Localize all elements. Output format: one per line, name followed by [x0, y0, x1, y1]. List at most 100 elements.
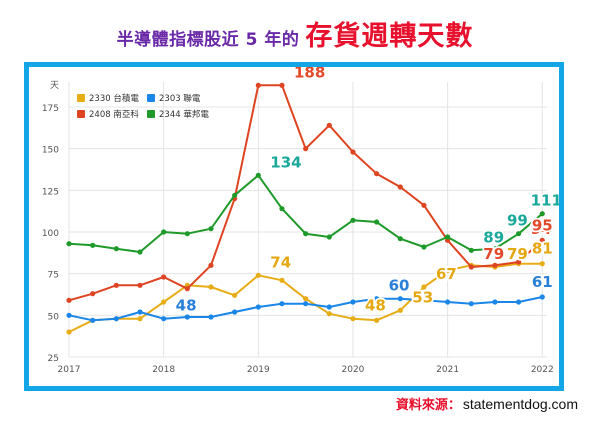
series-point — [374, 296, 380, 302]
chart-title-main: 半導體指標股近 5 年的 — [116, 30, 300, 50]
x-tick-label: 2020 — [342, 365, 365, 375]
series-point — [255, 82, 261, 88]
series-point — [66, 297, 72, 303]
series-point — [397, 296, 403, 302]
series-point — [539, 237, 545, 243]
data-label: 95 — [532, 216, 553, 234]
data-label: 94 — [531, 220, 552, 238]
series-point — [445, 299, 451, 305]
series-point — [90, 291, 96, 297]
series-point — [492, 246, 498, 252]
y-axis-unit: 天 — [50, 81, 59, 91]
series-point — [326, 304, 332, 310]
series-point — [279, 82, 285, 88]
series-point — [350, 316, 356, 322]
series-point — [303, 146, 309, 152]
series-point — [326, 311, 332, 317]
chart-title-accent: 存貨週轉天數 — [305, 21, 474, 52]
legend: 2330 台積電 2303 聯電 2408 南亞科 2344 華邦電 — [77, 93, 209, 120]
series-point — [137, 316, 143, 322]
legend-entry: 2303 聯電 — [159, 93, 201, 104]
series-line-4 — [68, 174, 543, 253]
y-tick-label: 125 — [42, 187, 59, 197]
series-point — [208, 262, 214, 268]
series-point — [397, 184, 403, 190]
series-point — [350, 299, 356, 305]
series-point — [445, 234, 451, 240]
series-point — [255, 172, 261, 178]
x-tick-label: 2017 — [58, 365, 81, 375]
data-label: 53 — [412, 288, 433, 306]
series-point — [255, 272, 261, 278]
series-point — [161, 229, 167, 235]
x-tick-label: 2021 — [436, 365, 459, 375]
series-point — [350, 217, 356, 223]
source-credit: 資料來源： statementdog.com — [396, 394, 578, 413]
chart-title: 半導體指標股近 5 年的 存貨週轉天數 — [0, 14, 590, 58]
series-point — [326, 122, 332, 128]
series-point — [516, 299, 522, 305]
series-point — [374, 317, 380, 323]
data-label: 61 — [532, 273, 553, 291]
line-chart: 25 50 75 100 125 150 175 天 2017 2018 2019 2020 2021 2… — [42, 67, 559, 375]
series-point — [137, 249, 143, 255]
series-point — [232, 309, 238, 315]
series-point — [66, 329, 72, 335]
series-point — [161, 299, 167, 305]
series-point — [279, 206, 285, 212]
y-tick-label: 50 — [48, 312, 60, 322]
series-point — [279, 277, 285, 283]
series-point — [445, 267, 451, 273]
series-point — [208, 314, 214, 320]
series-point — [374, 171, 380, 177]
legend-swatch — [77, 110, 85, 118]
legend-swatch — [147, 94, 155, 102]
series-point — [421, 297, 427, 303]
series-point — [492, 299, 498, 305]
legend-entry: 2344 華邦電 — [159, 109, 209, 120]
data-label: 89 — [483, 228, 504, 246]
series-point — [161, 316, 167, 322]
y-tick-label: 175 — [42, 104, 59, 114]
series-point — [516, 231, 522, 237]
series-point — [374, 219, 380, 225]
series-layer — [66, 82, 545, 335]
series-point — [539, 211, 545, 217]
data-label: 111 — [531, 192, 559, 210]
series-point — [184, 231, 190, 237]
axis-layer: 25 50 75 100 125 150 175 天 2017 2018 2019 2020 2021 2… — [42, 81, 554, 375]
x-tick-label: 2018 — [152, 365, 175, 375]
legend-swatch — [147, 110, 155, 118]
grid-layer — [68, 82, 547, 358]
series-point — [137, 309, 143, 315]
series-point — [90, 317, 96, 323]
data-label: 48 — [365, 297, 386, 315]
y-tick-label: 100 — [42, 229, 59, 239]
source-label: 資料來源： — [395, 398, 461, 413]
series-point — [397, 307, 403, 313]
data-label: 99 — [507, 212, 528, 230]
series-point — [492, 262, 498, 268]
series-point — [421, 284, 427, 290]
series-point — [539, 261, 545, 267]
x-tick-label: 2019 — [247, 365, 270, 375]
series-point — [279, 301, 285, 307]
series-point — [232, 292, 238, 298]
series-point — [113, 316, 119, 322]
y-tick-label: 150 — [42, 146, 59, 156]
series-point — [303, 231, 309, 237]
series-point — [397, 236, 403, 242]
series-point — [539, 294, 545, 300]
series-point — [137, 282, 143, 288]
legend-swatch — [77, 94, 85, 102]
series-point — [184, 286, 190, 292]
series-point — [303, 296, 309, 302]
legend-entry: 2408 南亞科 — [89, 109, 139, 120]
series-point — [303, 301, 309, 307]
x-tick-label: 2022 — [531, 365, 554, 375]
series-point — [113, 282, 119, 288]
series-point — [66, 312, 72, 318]
data-label: 74 — [270, 253, 291, 271]
y-tick-label: 75 — [48, 271, 59, 281]
